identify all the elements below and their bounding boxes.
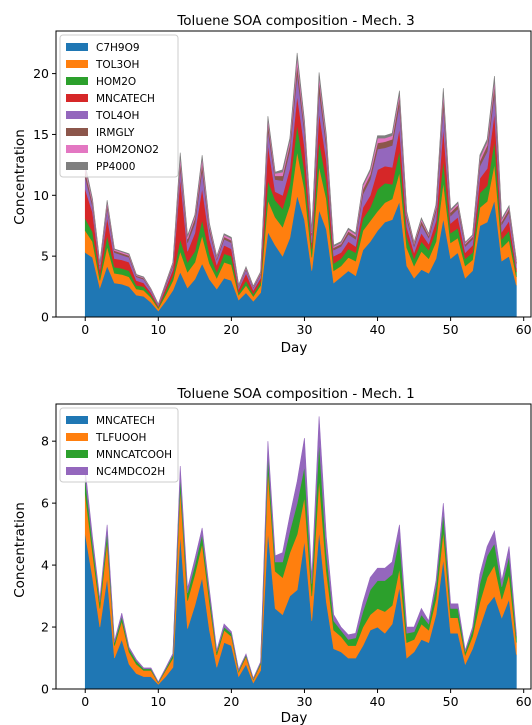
chart-title: Toluene SOA composition - Mech. 3 <box>176 13 414 29</box>
x-tick-label: 60 <box>516 322 532 337</box>
x-axis-label: Day <box>281 710 308 725</box>
x-tick-label: 0 <box>81 694 89 709</box>
legend-label: IRMGLY <box>96 127 135 139</box>
x-tick-label: 40 <box>370 322 386 337</box>
legend-swatch <box>66 433 88 441</box>
legend-label: PP4000 <box>96 161 135 173</box>
legend-swatch <box>66 77 88 85</box>
legend-label: HOM2O <box>96 76 136 88</box>
x-tick-label: 30 <box>297 322 313 337</box>
legend-swatch <box>66 145 88 153</box>
x-tick-label: 60 <box>516 694 532 709</box>
legend-swatch <box>66 467 88 475</box>
legend-label: HOM2ONO2 <box>96 144 159 156</box>
legend: C7H9O9 TOL3OH HOM2O MNCATECH TOL4OH IRMGLY HOM… <box>59 34 179 178</box>
y-axis-ticks: 0 5 10 15 20 <box>33 66 56 325</box>
x-axis-label: Day <box>281 340 308 356</box>
area-series-nc4mdco2h <box>84 416 517 683</box>
legend-box <box>59 34 179 178</box>
y-tick-label: 0 <box>41 682 49 697</box>
x-tick-label: 30 <box>297 694 313 709</box>
y-tick-label: 5 <box>41 249 49 264</box>
plot-frame <box>55 30 532 318</box>
y-axis-ticks: 0 2 4 6 8 <box>41 434 56 697</box>
chart-title: Toluene SOA composition - Mech. 1 <box>176 386 414 402</box>
y-tick-label: 2 <box>41 620 49 635</box>
y-axis-label: Concentration <box>12 502 28 598</box>
plot-area <box>84 416 517 690</box>
y-axis-label: Concentration <box>12 129 28 225</box>
legend-label: TOL4OH <box>95 110 139 122</box>
legend-label: MNNCATCOOH <box>96 449 172 461</box>
legend-label: C7H9O9 <box>96 42 140 54</box>
x-axis-ticks: 0 10 20 30 40 50 60 <box>81 689 532 709</box>
legend-label: MNCATECH <box>96 415 155 427</box>
legend-label: TOL3OH <box>95 59 139 71</box>
legend-swatch <box>66 60 88 68</box>
legend-label: NC4MDCO2H <box>96 466 165 478</box>
y-tick-label: 4 <box>41 558 49 573</box>
y-tick-label: 20 <box>33 66 49 81</box>
legend-swatch <box>66 416 88 424</box>
plot-area <box>84 52 517 318</box>
x-tick-label: 40 <box>370 694 386 709</box>
plot-frame <box>55 403 532 690</box>
legend-swatch <box>66 43 88 51</box>
x-tick-label: 50 <box>443 694 459 709</box>
legend-label: MNCATECH <box>96 93 155 105</box>
chart-panel-mech1: Toluene SOA composition - Mech. 1 Concen… <box>12 386 532 725</box>
chart-panel-mech3: Toluene SOA composition - Mech. 3 Concen… <box>12 13 532 356</box>
legend-label: TLFUOOH <box>95 432 146 444</box>
x-tick-label: 10 <box>150 694 166 709</box>
x-tick-label: 20 <box>223 322 239 337</box>
legend-swatch <box>66 94 88 102</box>
x-tick-label: 0 <box>81 322 89 337</box>
legend-swatch <box>66 128 88 136</box>
y-tick-label: 0 <box>41 310 49 325</box>
legend: MNCATECH TLFUOOH MNNCATCOOH NC4MDCO2H <box>59 407 179 483</box>
legend-swatch <box>66 162 88 170</box>
x-tick-label: 10 <box>150 322 166 337</box>
legend-swatch <box>66 111 88 119</box>
y-tick-label: 15 <box>33 127 49 142</box>
legend-box <box>59 407 179 483</box>
x-axis-ticks: 0 10 20 30 40 50 60 <box>81 317 532 337</box>
y-tick-label: 10 <box>33 188 49 203</box>
legend-swatch <box>66 450 88 458</box>
x-tick-label: 20 <box>223 694 239 709</box>
x-tick-label: 50 <box>443 322 459 337</box>
y-tick-label: 8 <box>41 434 49 449</box>
y-tick-label: 6 <box>41 496 49 511</box>
area-series-pp4000 <box>84 52 517 306</box>
